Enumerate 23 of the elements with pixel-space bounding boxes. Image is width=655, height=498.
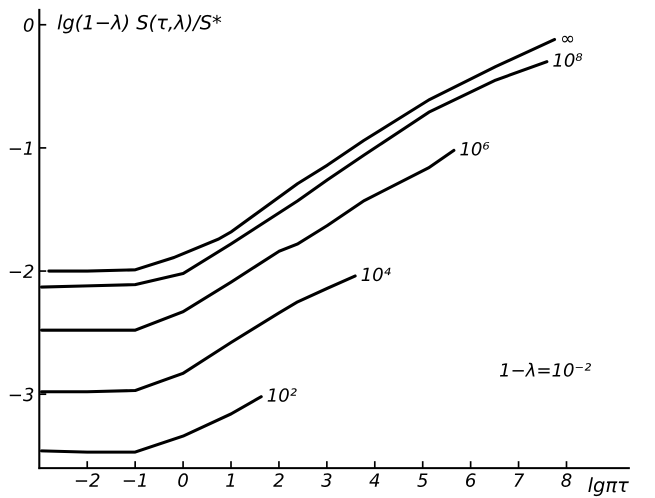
x-tick-label: 4: [369, 474, 380, 487]
x-tick-label: 7: [514, 474, 524, 487]
x-tick-label: −2: [76, 473, 100, 487]
y-axis-title: lg(1−λ) S(τ,λ)/S*: [58, 14, 222, 34]
x-tick-label: 8: [561, 473, 572, 487]
x-tick-label: −1: [124, 474, 146, 487]
x-tick-label: 6: [466, 473, 476, 487]
series-label: 10⁶: [460, 142, 490, 156]
series-label: 10²: [268, 388, 297, 402]
x-tick-label: 3: [321, 473, 332, 487]
x-tick-label: 2: [273, 473, 284, 487]
y-tick-label: −1: [10, 142, 32, 155]
y-tick-label: 0: [24, 18, 34, 32]
series-label: ∞: [562, 36, 574, 42]
y-tick-label: −2: [10, 264, 34, 278]
x-tick-label: 5: [417, 474, 428, 487]
x-axis-title: lgπτ: [588, 477, 629, 496]
series-label: 10⁸: [553, 53, 582, 67]
annotation: 1−λ=10⁻²: [500, 362, 591, 377]
x-tick-label: 0: [178, 473, 188, 487]
y-tick-label: −3: [10, 388, 34, 402]
x-tick-label: 1: [226, 474, 234, 487]
series-label: 10⁴: [362, 268, 391, 282]
